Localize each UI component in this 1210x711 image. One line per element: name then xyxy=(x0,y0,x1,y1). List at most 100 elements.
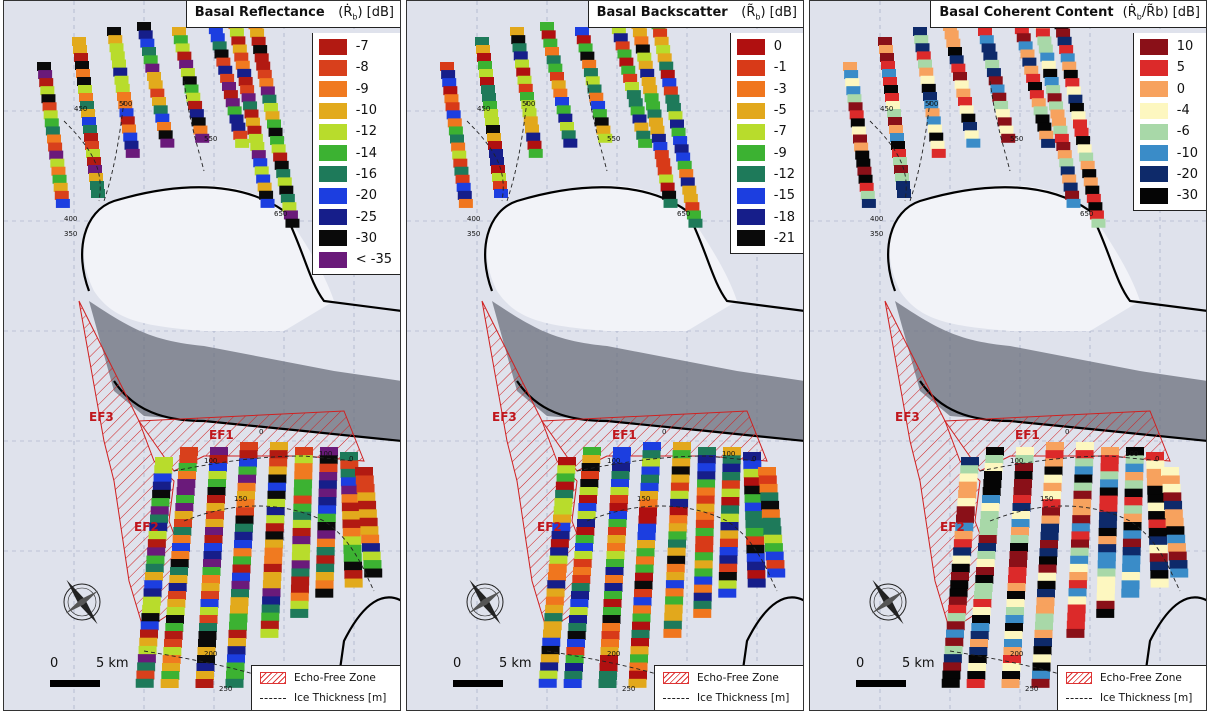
data-mark xyxy=(1163,492,1182,502)
data-mark xyxy=(174,519,192,528)
data-mark xyxy=(859,182,874,192)
data-mark xyxy=(696,503,715,513)
data-mark xyxy=(446,110,461,120)
data-mark xyxy=(173,35,188,45)
data-mark xyxy=(521,100,536,110)
data-mark xyxy=(630,646,649,656)
ice-thickness-label: Ice Thickness [m] xyxy=(697,692,790,704)
data-mark xyxy=(545,604,564,614)
data-mark xyxy=(191,117,206,127)
data-mark xyxy=(1082,169,1097,179)
data-mark xyxy=(205,527,223,536)
data-mark xyxy=(147,539,166,549)
data-mark xyxy=(1008,575,1026,584)
data-mark xyxy=(931,148,946,158)
data-mark xyxy=(636,130,651,140)
data-mark xyxy=(548,563,567,573)
data-mark xyxy=(318,497,337,506)
data-mark xyxy=(1043,68,1058,78)
data-mark xyxy=(180,447,198,456)
data-mark xyxy=(600,655,618,664)
data-mark xyxy=(341,502,360,512)
data-mark xyxy=(1056,142,1071,151)
data-mark xyxy=(657,166,672,176)
data-mark xyxy=(617,49,632,59)
data-mark xyxy=(1057,150,1072,160)
data-mark xyxy=(1073,498,1092,508)
legend-entry: -10 xyxy=(318,100,392,121)
data-mark xyxy=(683,193,698,203)
legend-swatch xyxy=(318,209,347,226)
data-mark xyxy=(164,639,182,648)
data-mark xyxy=(230,605,248,615)
data-mark xyxy=(254,166,269,176)
data-mark xyxy=(290,592,309,602)
data-mark xyxy=(587,84,602,94)
compass-needle xyxy=(468,590,502,614)
data-mark xyxy=(861,198,876,208)
data-mark xyxy=(293,495,312,505)
data-mark xyxy=(442,78,457,88)
legend-label: 5 xyxy=(1176,60,1186,76)
data-mark xyxy=(44,118,59,128)
data-mark xyxy=(1073,490,1092,500)
data-mark xyxy=(570,599,589,608)
data-mark xyxy=(78,85,92,94)
data-mark xyxy=(1148,511,1167,521)
data-mark xyxy=(137,654,156,664)
ice-thickness-label: Ice Thickness [m] xyxy=(294,692,387,704)
data-mark xyxy=(361,534,380,544)
data-mark xyxy=(1051,117,1066,127)
data-mark xyxy=(1033,106,1048,116)
data-mark xyxy=(604,583,623,592)
data-mark xyxy=(942,670,961,680)
data-mark xyxy=(892,149,906,158)
data-mark xyxy=(1122,563,1141,573)
data-mark xyxy=(579,487,598,496)
data-mark xyxy=(722,455,741,465)
data-mark xyxy=(1034,638,1052,647)
data-mark xyxy=(668,523,687,533)
data-mark xyxy=(698,447,716,456)
data-mark xyxy=(573,567,591,576)
data-mark xyxy=(1070,547,1089,557)
data-mark xyxy=(197,647,216,656)
data-mark xyxy=(953,72,967,81)
data-mark xyxy=(182,76,197,86)
data-mark xyxy=(1150,561,1169,571)
data-mark xyxy=(572,575,591,584)
data-mark xyxy=(598,133,613,143)
data-mark xyxy=(576,527,595,536)
data-mark xyxy=(578,503,597,512)
data-mark xyxy=(512,43,527,53)
data-mark xyxy=(961,113,976,123)
contour-label: 550 xyxy=(204,135,217,143)
data-mark xyxy=(654,36,669,46)
data-mark xyxy=(358,500,377,510)
data-mark xyxy=(637,540,655,549)
data-mark xyxy=(981,43,996,53)
data-mark xyxy=(561,130,576,140)
data-mark xyxy=(294,471,313,481)
data-mark xyxy=(634,36,649,46)
data-mark xyxy=(696,487,715,497)
data-mark xyxy=(271,144,286,154)
ice-thickness-label: Ice Thickness [m] xyxy=(1100,692,1193,704)
ice-thickness-contour xyxy=(63,80,205,202)
data-mark xyxy=(670,498,689,508)
data-mark xyxy=(745,511,764,521)
data-mark xyxy=(1020,49,1035,59)
echo-free-zone-swatch xyxy=(1066,672,1092,684)
data-mark xyxy=(250,142,265,151)
data-mark xyxy=(1072,515,1091,525)
data-mark xyxy=(75,61,89,70)
data-mark xyxy=(542,637,561,647)
data-mark xyxy=(953,539,972,549)
contour-label: 100 xyxy=(607,457,620,465)
data-mark xyxy=(671,127,686,137)
data-mark xyxy=(945,637,964,647)
data-mark xyxy=(1003,655,1021,664)
data-mark xyxy=(158,130,173,140)
legend-swatch xyxy=(318,230,347,247)
data-mark xyxy=(669,507,688,516)
